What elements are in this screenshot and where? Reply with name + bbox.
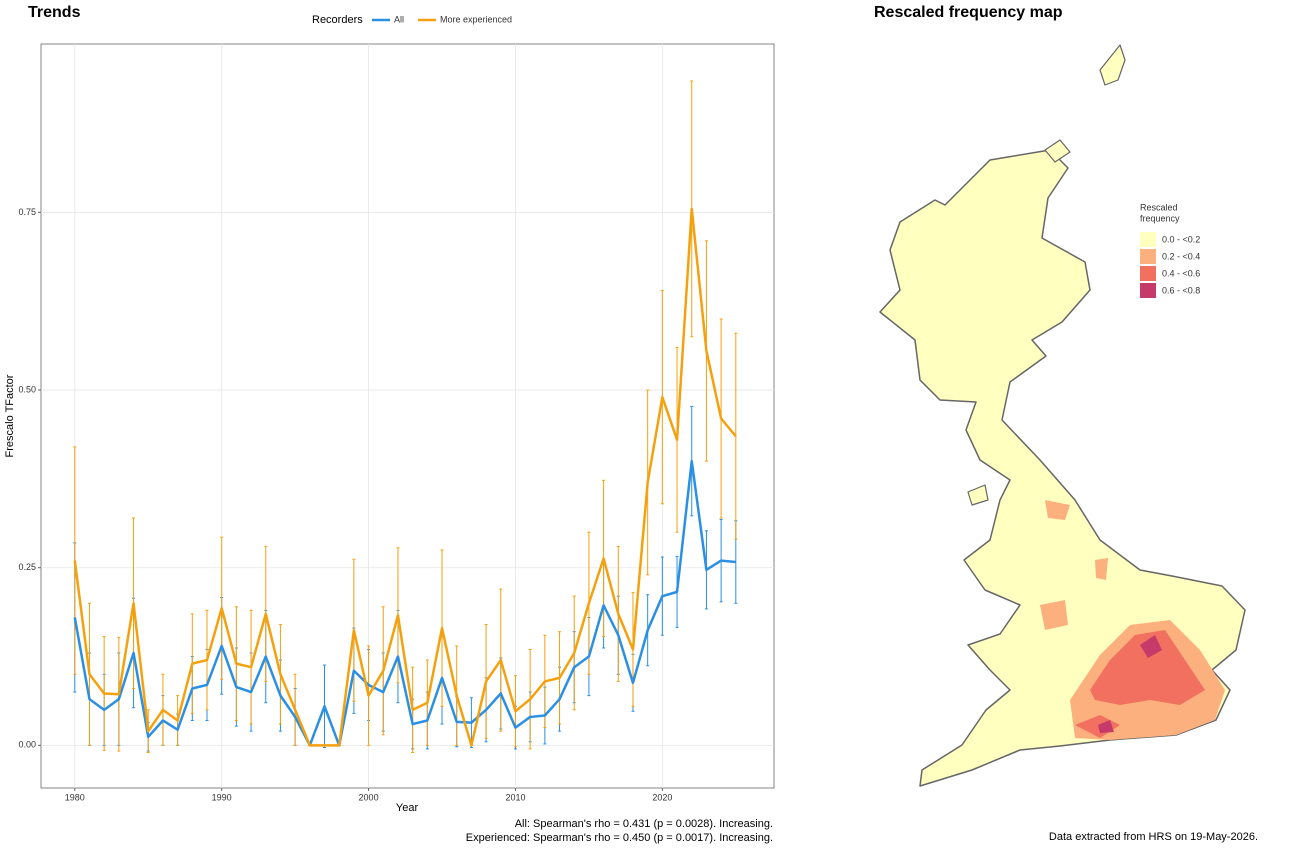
- map-title: Rescaled frequency map: [874, 4, 1063, 21]
- map-island: [1044, 139, 1071, 163]
- map-region: [1098, 720, 1114, 733]
- map-legend-label: 0.4 - <0.6: [1162, 268, 1200, 278]
- series-line: [73, 459, 736, 747]
- map-legend-swatch: [1140, 232, 1156, 247]
- note: Experienced: Spearman's rho = 0.450 (p =…: [466, 832, 773, 844]
- x-tick-label: 1980: [65, 792, 85, 802]
- series-line: [73, 207, 737, 747]
- caption: Data extracted from HRS on 19-May-2026.: [1049, 831, 1258, 843]
- legend-label: All: [394, 14, 404, 24]
- map-legend-label: 0.0 - <0.2: [1162, 234, 1200, 244]
- map-island: [967, 484, 989, 506]
- map-legend-swatch: [1140, 249, 1156, 264]
- x-axis-label: Year: [396, 802, 419, 814]
- plot-frame: [40, 43, 775, 789]
- map-legend-title: frequency: [1140, 213, 1180, 223]
- x-tick-label: 2020: [652, 792, 672, 802]
- map-region: [1095, 558, 1108, 580]
- map-island: [1099, 44, 1126, 86]
- map-region: [1040, 600, 1068, 630]
- legend-label: More experienced: [440, 14, 512, 24]
- x-tick-label: 2010: [505, 792, 525, 802]
- map: [879, 44, 1246, 787]
- map-region: [1140, 635, 1162, 658]
- note: All: Spearman's rho = 0.431 (p = 0.0028)…: [515, 818, 773, 830]
- map-legend-swatch: [1140, 283, 1156, 298]
- y-tick-label: 0.50: [18, 384, 36, 394]
- y-axis-label: Frescalo TFactor: [4, 374, 16, 457]
- map-legend-title: Rescaled: [1140, 202, 1178, 212]
- x-tick-label: 1990: [212, 792, 232, 802]
- map-region: [1090, 630, 1205, 705]
- y-tick-label: 0.75: [18, 207, 36, 217]
- map-legend-swatch: [1140, 266, 1156, 281]
- y-tick-label: 0.25: [18, 562, 36, 572]
- map-legend-label: 0.6 - <0.8: [1162, 285, 1200, 295]
- map-legend-label: 0.2 - <0.4: [1162, 251, 1200, 261]
- map-region: [1045, 500, 1070, 520]
- y-tick-label: 0.00: [18, 740, 36, 750]
- x-tick-label: 2000: [359, 792, 379, 802]
- chart-title: Trends: [28, 4, 81, 21]
- legend-title: Recorders: [312, 14, 363, 26]
